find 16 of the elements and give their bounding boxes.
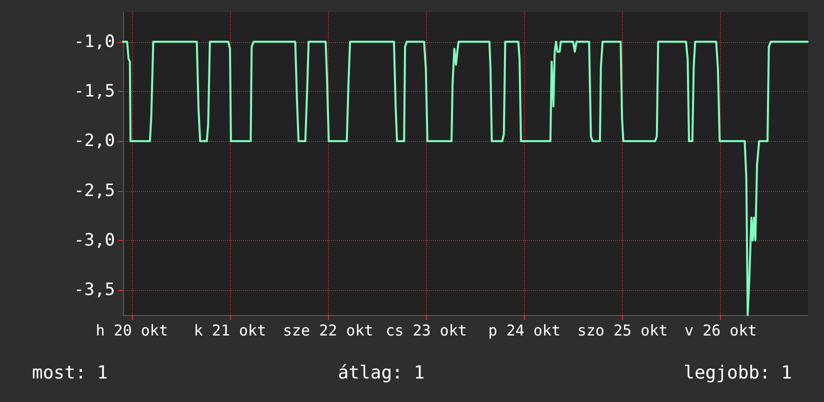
y-tick-label: -1,0 xyxy=(74,32,115,52)
x-tick-label: cs 23 okt xyxy=(386,322,467,340)
y-tick-label: -2,5 xyxy=(74,180,115,201)
y-tick-label: -3,5 xyxy=(74,280,115,300)
x-tick-label: szo 25 okt xyxy=(577,322,668,340)
x-tick-label: sze 22 okt xyxy=(282,322,374,340)
text: legjobb: 1 xyxy=(684,362,792,384)
text: átlag: 1 xyxy=(338,362,425,384)
x-tick-label: p 24 okt xyxy=(488,322,561,340)
y-tick-label: -2,0 xyxy=(74,131,115,152)
x-tick-label: h 20 okt xyxy=(96,322,168,340)
text: most: 1 xyxy=(32,362,108,384)
y-tick-label: -3,0 xyxy=(74,230,115,250)
x-tick-label: v 26 okt xyxy=(684,322,757,340)
y-tick-label: -1,5 xyxy=(74,81,115,102)
x-tick-label: k 21 okt xyxy=(194,322,266,340)
